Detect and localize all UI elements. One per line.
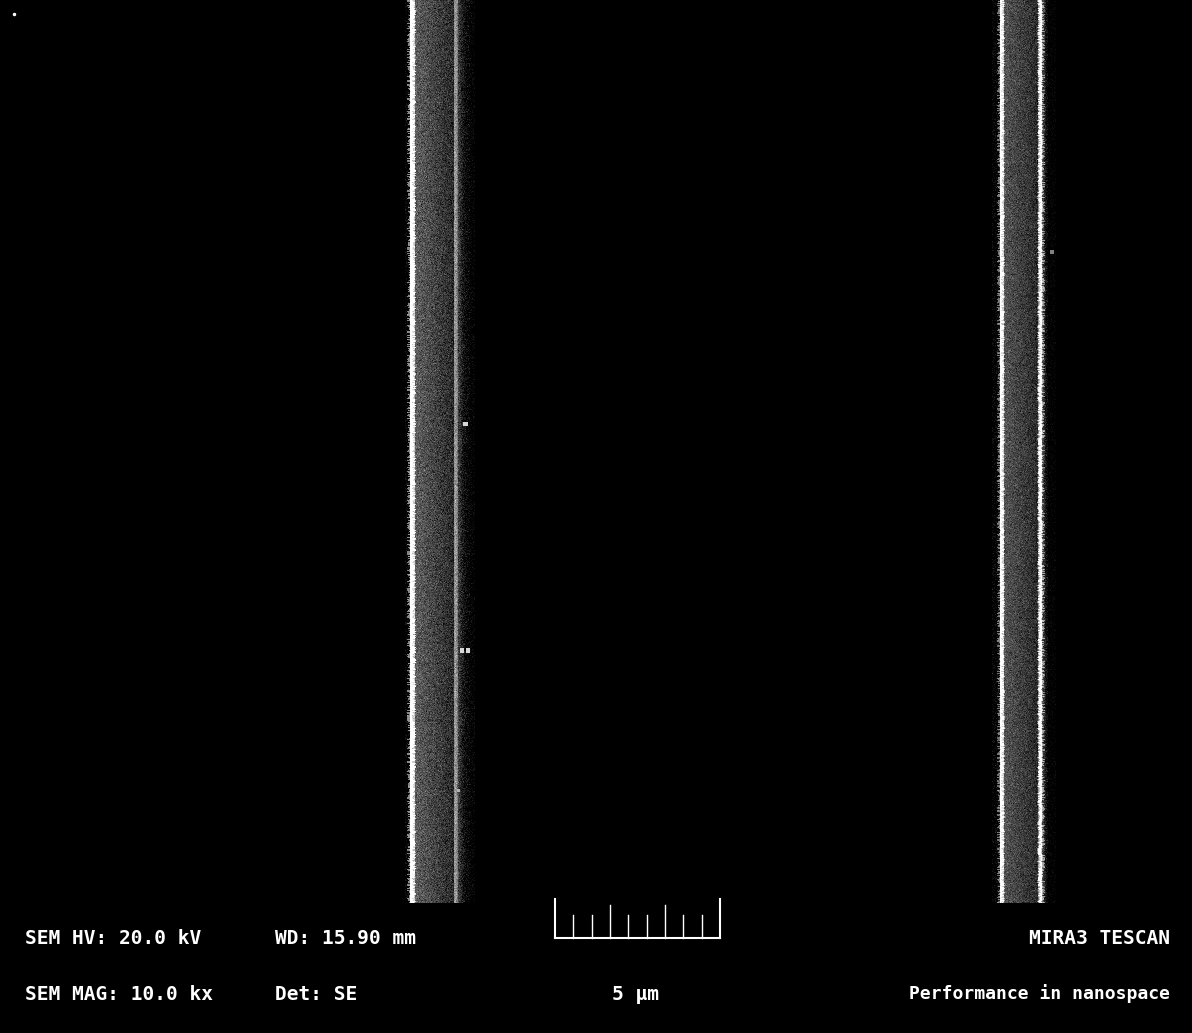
Text: Det: SE: Det: SE [275, 984, 358, 1003]
Text: Performance in nanospace: Performance in nanospace [909, 984, 1171, 1003]
Text: MIRA3 TESCAN: MIRA3 TESCAN [1029, 929, 1171, 947]
Text: SEM HV: 20.0 kV: SEM HV: 20.0 kV [25, 929, 201, 947]
Bar [0, 903, 1192, 1033]
Text: 5 μm: 5 μm [611, 984, 658, 1003]
Text: WD: 15.90 mm: WD: 15.90 mm [275, 929, 416, 947]
Text: SEM MAG: 10.0 kx: SEM MAG: 10.0 kx [25, 984, 213, 1003]
